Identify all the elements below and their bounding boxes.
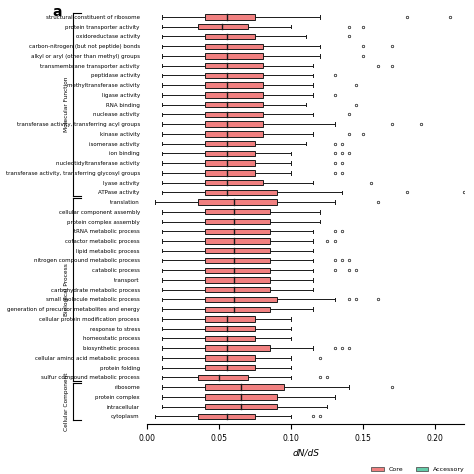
Bar [205, 112, 263, 117]
Bar [198, 374, 248, 380]
Bar [205, 336, 255, 341]
Bar [198, 24, 248, 29]
Bar [205, 141, 255, 146]
Text: Cellular Component: Cellular Component [64, 373, 69, 431]
Bar [205, 63, 263, 68]
Bar [205, 82, 263, 88]
Bar [205, 267, 270, 273]
Bar [205, 53, 263, 59]
Bar [205, 355, 255, 361]
Bar [205, 102, 263, 107]
Bar [205, 121, 263, 127]
Bar [205, 14, 255, 20]
Text: Biological Process: Biological Process [64, 263, 69, 316]
Bar [205, 209, 270, 214]
Bar [205, 394, 277, 400]
Bar [205, 190, 277, 195]
Bar [205, 326, 255, 331]
Bar [205, 131, 263, 137]
Bar [205, 258, 270, 263]
Bar [205, 365, 255, 370]
Bar [198, 414, 255, 419]
Bar [205, 151, 255, 156]
X-axis label: dN/dS: dN/dS [292, 448, 319, 457]
Bar [205, 316, 255, 322]
Bar [205, 277, 270, 283]
Text: a: a [53, 5, 62, 19]
Bar [205, 228, 270, 234]
Bar [205, 307, 270, 312]
Legend: Core, Accessory: Core, Accessory [369, 465, 467, 474]
Bar [205, 238, 270, 244]
Text: Molecular Function: Molecular Function [64, 77, 69, 132]
Bar [205, 297, 277, 302]
Bar [205, 404, 277, 409]
Bar [205, 248, 270, 254]
Bar [205, 219, 270, 224]
Bar [205, 73, 263, 78]
Bar [205, 170, 255, 175]
Bar [205, 160, 255, 166]
Bar [205, 92, 263, 98]
Bar [205, 44, 263, 49]
Bar [205, 384, 284, 390]
Bar [205, 287, 270, 292]
Bar [198, 200, 277, 205]
Bar [205, 346, 270, 351]
Bar [205, 34, 255, 39]
Bar [205, 180, 263, 185]
